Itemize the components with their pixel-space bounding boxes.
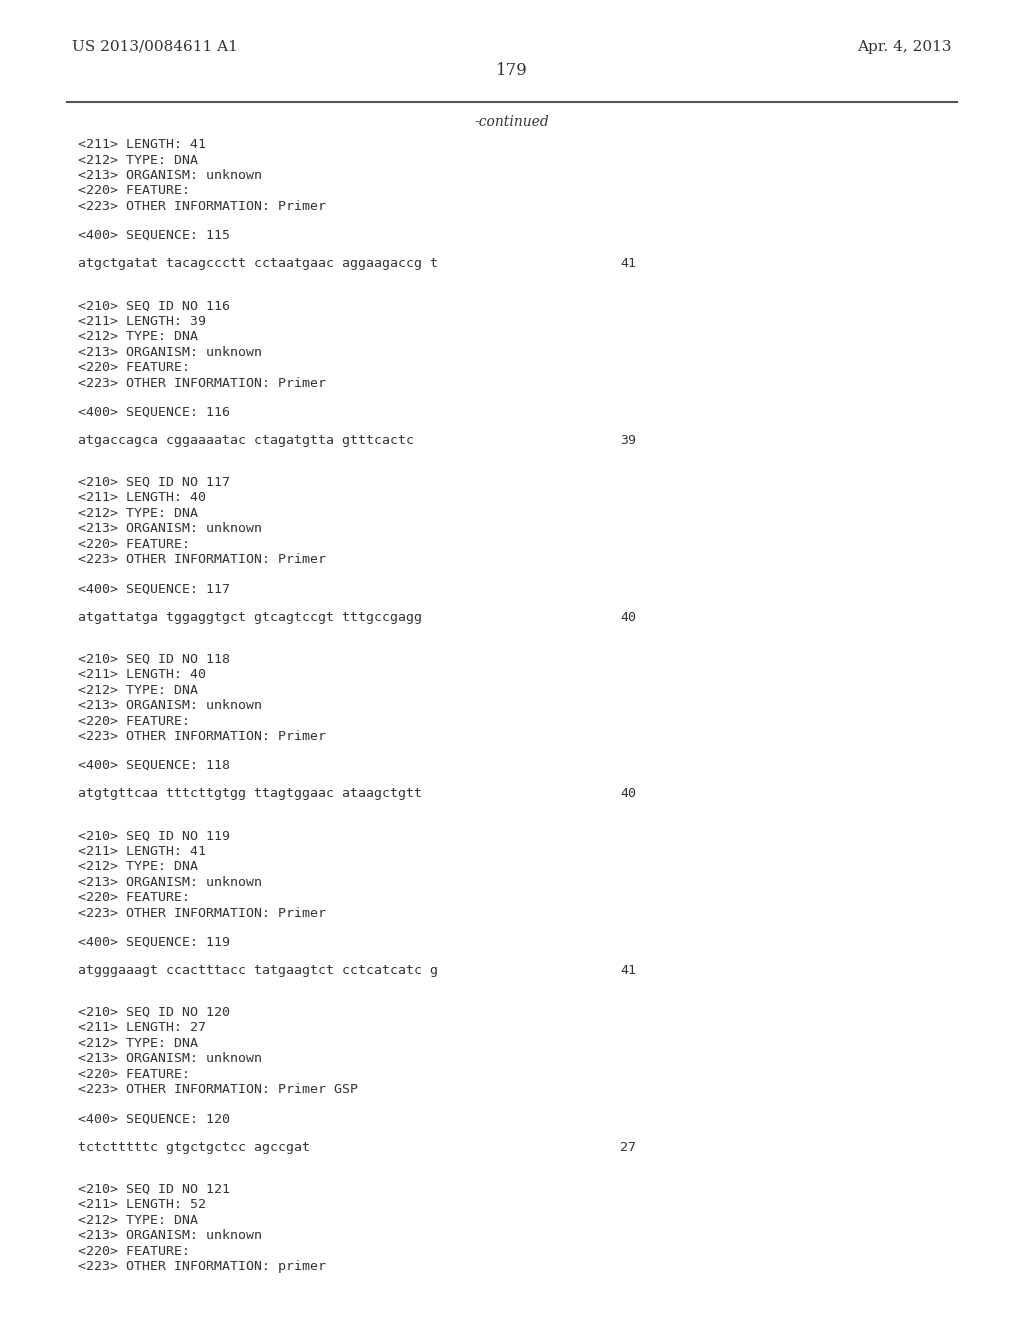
Text: <211> LENGTH: 39: <211> LENGTH: 39 bbox=[78, 314, 206, 327]
Text: 40: 40 bbox=[620, 788, 636, 800]
Text: <400> SEQUENCE: 120: <400> SEQUENCE: 120 bbox=[78, 1113, 230, 1125]
Text: <220> FEATURE:: <220> FEATURE: bbox=[78, 362, 190, 374]
Text: <213> ORGANISM: unknown: <213> ORGANISM: unknown bbox=[78, 346, 262, 359]
Text: <210> SEQ ID NO 117: <210> SEQ ID NO 117 bbox=[78, 477, 230, 488]
Text: <211> LENGTH: 52: <211> LENGTH: 52 bbox=[78, 1199, 206, 1212]
Text: -continued: -continued bbox=[475, 115, 549, 129]
Text: 40: 40 bbox=[620, 611, 636, 624]
Text: <211> LENGTH: 41: <211> LENGTH: 41 bbox=[78, 139, 206, 150]
Text: atgtgttcaa tttcttgtgg ttagtggaac ataagctgtt: atgtgttcaa tttcttgtgg ttagtggaac ataagct… bbox=[78, 788, 422, 800]
Text: <400> SEQUENCE: 116: <400> SEQUENCE: 116 bbox=[78, 405, 230, 418]
Text: US 2013/0084611 A1: US 2013/0084611 A1 bbox=[72, 40, 238, 54]
Text: <223> OTHER INFORMATION: Primer: <223> OTHER INFORMATION: Primer bbox=[78, 553, 326, 566]
Text: <220> FEATURE:: <220> FEATURE: bbox=[78, 537, 190, 550]
Text: <212> TYPE: DNA: <212> TYPE: DNA bbox=[78, 1038, 198, 1049]
Text: <223> OTHER INFORMATION: Primer: <223> OTHER INFORMATION: Primer bbox=[78, 907, 326, 920]
Text: 39: 39 bbox=[620, 434, 636, 447]
Text: <213> ORGANISM: unknown: <213> ORGANISM: unknown bbox=[78, 875, 262, 888]
Text: <212> TYPE: DNA: <212> TYPE: DNA bbox=[78, 861, 198, 874]
Text: <223> OTHER INFORMATION: Primer GSP: <223> OTHER INFORMATION: Primer GSP bbox=[78, 1084, 358, 1097]
Text: atgggaaagt ccactttacc tatgaagtct cctcatcatc g: atgggaaagt ccactttacc tatgaagtct cctcatc… bbox=[78, 964, 438, 977]
Text: <212> TYPE: DNA: <212> TYPE: DNA bbox=[78, 153, 198, 166]
Text: <223> OTHER INFORMATION: Primer: <223> OTHER INFORMATION: Primer bbox=[78, 376, 326, 389]
Text: <400> SEQUENCE: 118: <400> SEQUENCE: 118 bbox=[78, 759, 230, 772]
Text: <220> FEATURE:: <220> FEATURE: bbox=[78, 714, 190, 727]
Text: <211> LENGTH: 27: <211> LENGTH: 27 bbox=[78, 1022, 206, 1035]
Text: <211> LENGTH: 40: <211> LENGTH: 40 bbox=[78, 491, 206, 504]
Text: <223> OTHER INFORMATION: primer: <223> OTHER INFORMATION: primer bbox=[78, 1261, 326, 1274]
Text: <210> SEQ ID NO 120: <210> SEQ ID NO 120 bbox=[78, 1006, 230, 1019]
Text: <220> FEATURE:: <220> FEATURE: bbox=[78, 1068, 190, 1081]
Text: atgaccagca cggaaaatac ctagatgtta gtttcactc: atgaccagca cggaaaatac ctagatgtta gtttcac… bbox=[78, 434, 414, 447]
Text: <212> TYPE: DNA: <212> TYPE: DNA bbox=[78, 684, 198, 697]
Text: <400> SEQUENCE: 119: <400> SEQUENCE: 119 bbox=[78, 936, 230, 949]
Text: <213> ORGANISM: unknown: <213> ORGANISM: unknown bbox=[78, 523, 262, 536]
Text: <213> ORGANISM: unknown: <213> ORGANISM: unknown bbox=[78, 1229, 262, 1242]
Text: tctctttttc gtgctgctcc agccgat: tctctttttc gtgctgctcc agccgat bbox=[78, 1140, 310, 1154]
Text: Apr. 4, 2013: Apr. 4, 2013 bbox=[857, 40, 952, 54]
Text: <400> SEQUENCE: 117: <400> SEQUENCE: 117 bbox=[78, 582, 230, 595]
Text: <210> SEQ ID NO 118: <210> SEQ ID NO 118 bbox=[78, 652, 230, 665]
Text: <223> OTHER INFORMATION: Primer: <223> OTHER INFORMATION: Primer bbox=[78, 730, 326, 743]
Text: <210> SEQ ID NO 116: <210> SEQ ID NO 116 bbox=[78, 300, 230, 313]
Text: <220> FEATURE:: <220> FEATURE: bbox=[78, 891, 190, 904]
Text: 41: 41 bbox=[620, 964, 636, 977]
Text: <400> SEQUENCE: 115: <400> SEQUENCE: 115 bbox=[78, 228, 230, 242]
Text: <212> TYPE: DNA: <212> TYPE: DNA bbox=[78, 330, 198, 343]
Text: <213> ORGANISM: unknown: <213> ORGANISM: unknown bbox=[78, 700, 262, 711]
Text: atgattatga tggaggtgct gtcagtccgt tttgccgagg: atgattatga tggaggtgct gtcagtccgt tttgccg… bbox=[78, 611, 422, 624]
Text: <210> SEQ ID NO 121: <210> SEQ ID NO 121 bbox=[78, 1183, 230, 1196]
Text: <211> LENGTH: 41: <211> LENGTH: 41 bbox=[78, 845, 206, 858]
Text: <211> LENGTH: 40: <211> LENGTH: 40 bbox=[78, 668, 206, 681]
Text: <220> FEATURE:: <220> FEATURE: bbox=[78, 1245, 190, 1258]
Text: <213> ORGANISM: unknown: <213> ORGANISM: unknown bbox=[78, 1052, 262, 1065]
Text: <220> FEATURE:: <220> FEATURE: bbox=[78, 185, 190, 198]
Text: 179: 179 bbox=[496, 62, 528, 79]
Text: <210> SEQ ID NO 119: <210> SEQ ID NO 119 bbox=[78, 829, 230, 842]
Text: <212> TYPE: DNA: <212> TYPE: DNA bbox=[78, 1213, 198, 1226]
Text: <223> OTHER INFORMATION: Primer: <223> OTHER INFORMATION: Primer bbox=[78, 201, 326, 213]
Text: <213> ORGANISM: unknown: <213> ORGANISM: unknown bbox=[78, 169, 262, 182]
Text: atgctgatat tacagccctt cctaatgaac aggaagaccg t: atgctgatat tacagccctt cctaatgaac aggaaga… bbox=[78, 257, 438, 271]
Text: 27: 27 bbox=[620, 1140, 636, 1154]
Text: 41: 41 bbox=[620, 257, 636, 271]
Text: <212> TYPE: DNA: <212> TYPE: DNA bbox=[78, 507, 198, 520]
